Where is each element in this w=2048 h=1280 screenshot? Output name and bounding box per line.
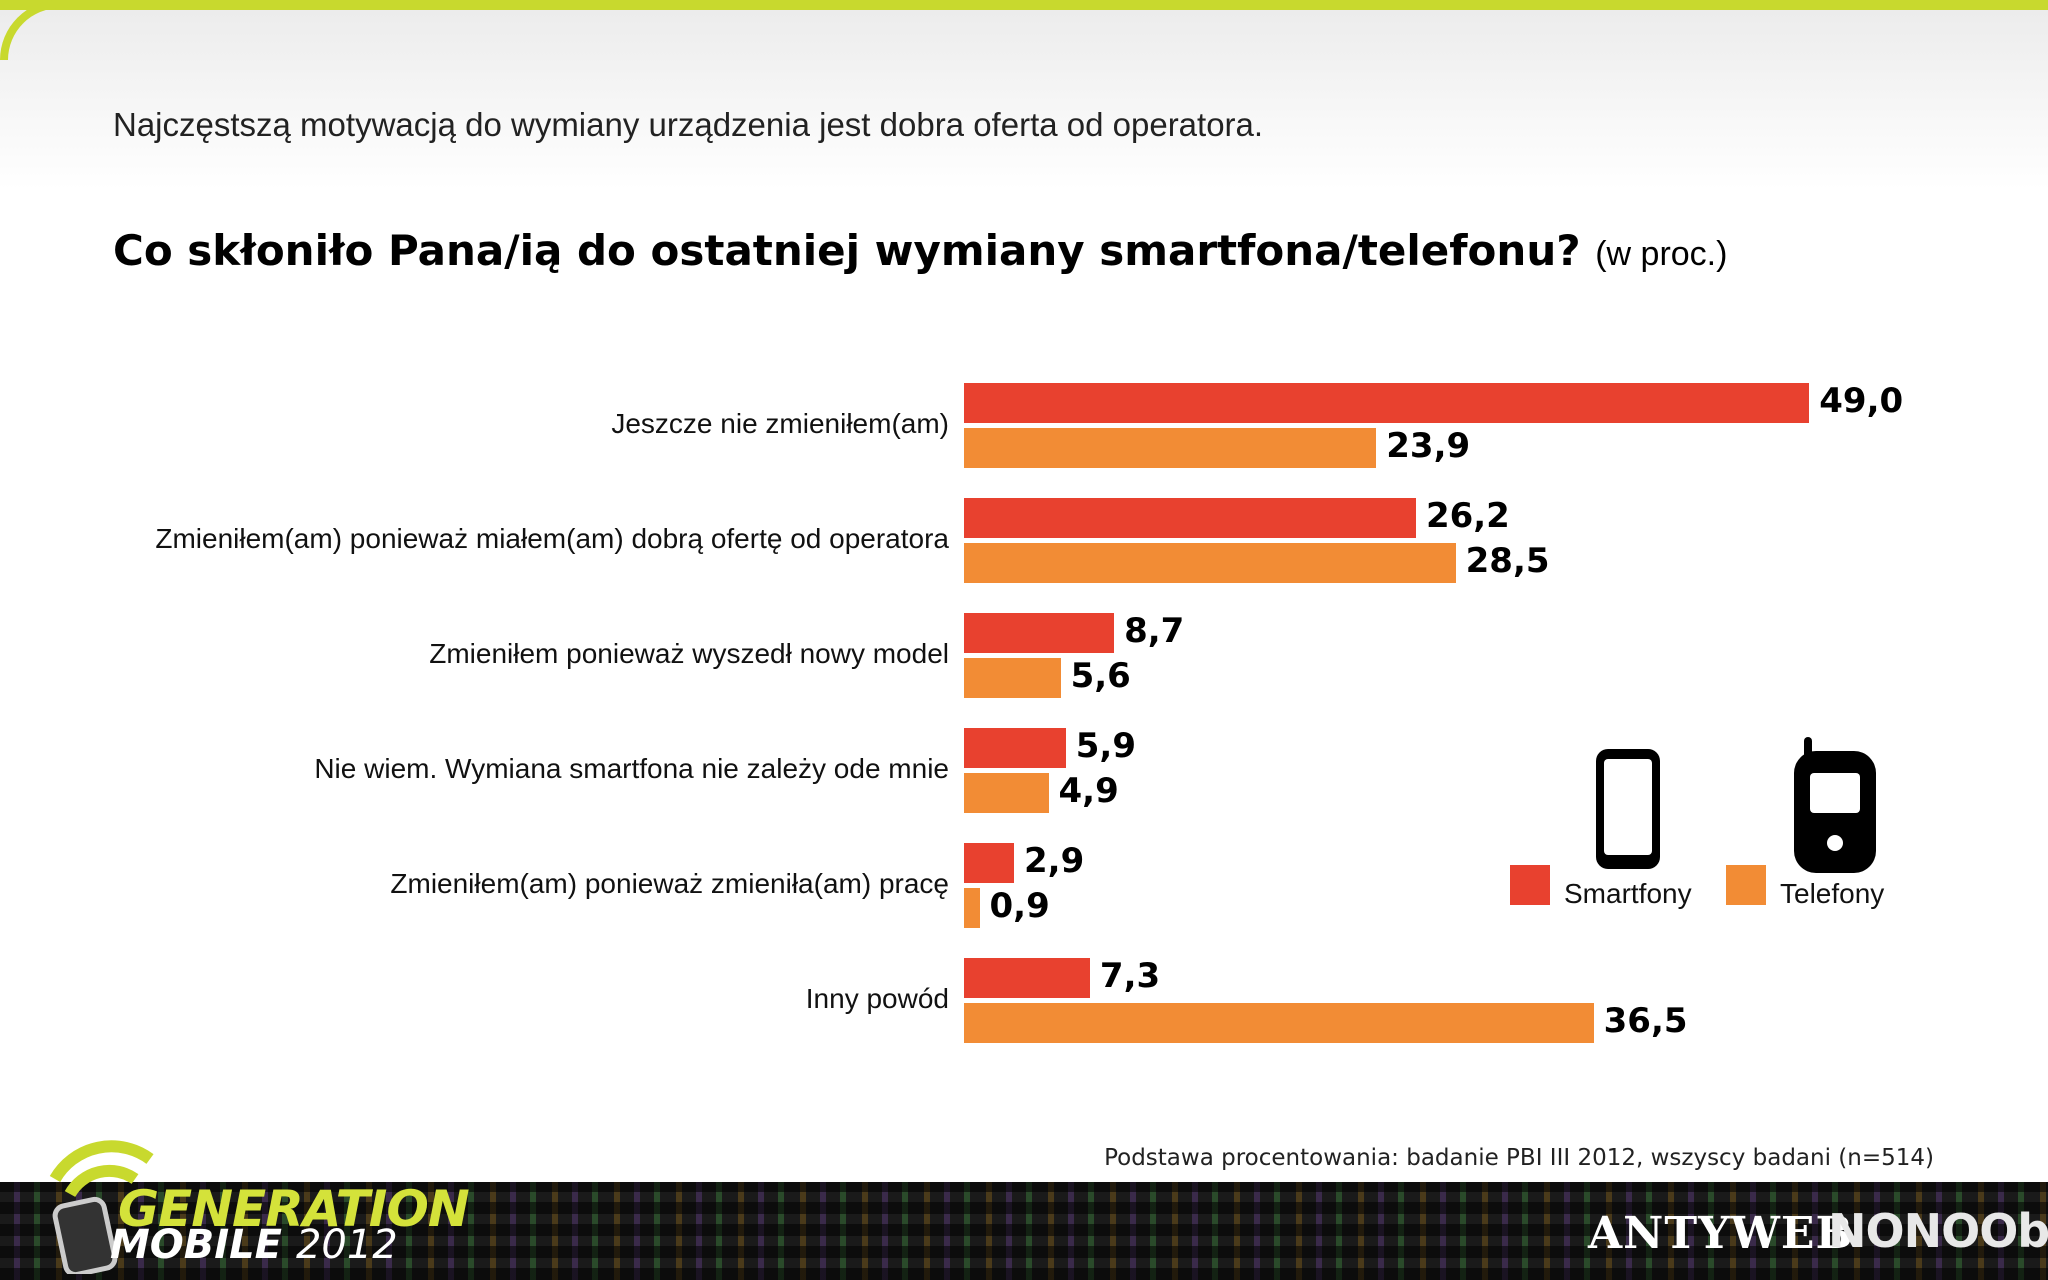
category-label: Inny powód	[805, 983, 949, 1014]
legend-swatch-telefony	[1726, 865, 1766, 905]
chart-question: Co skłoniło Pana/ią do ostatniej wymiany…	[113, 226, 1581, 275]
bar-smartfony	[964, 383, 1810, 423]
category-label: Zmieniłem(am) ponieważ miałem(am) dobrą …	[155, 523, 949, 554]
slide-subtitle: Najczęstszą motywacją do wymiany urządze…	[113, 106, 1264, 143]
brand-mobile: MOBILE 2012	[110, 1222, 398, 1268]
smartphone-icon	[1596, 749, 1660, 869]
top-accent-bar	[0, 0, 2048, 10]
bar-telefony	[964, 428, 1377, 468]
data-label: 4,9	[1058, 771, 1119, 811]
category-label: Nie wiem. Wymiana smartfona nie zależy o…	[314, 753, 949, 784]
data-label: 26,2	[1425, 496, 1510, 536]
bar-telefony	[964, 543, 1456, 583]
partner-nonoobs-logo: NONOObS	[1828, 1204, 2048, 1258]
brand-mobile-word: MOBILE	[110, 1222, 282, 1268]
bar-smartfony	[964, 843, 1015, 883]
partner-antyweb-logo: ANTYWEB	[1588, 1208, 1854, 1259]
feature-phone-icon	[1794, 737, 1876, 873]
data-label: 7,3	[1099, 956, 1161, 996]
bar-smartfony	[964, 728, 1066, 768]
legend-label-telefony: Telefony	[1780, 878, 1885, 909]
brand-generation: GENERATION	[118, 1180, 470, 1238]
generation-mobile-logo-icon	[49, 1140, 154, 1274]
category-label: Jeszcze nie zmieniłem(am)	[611, 408, 949, 439]
chart-unit: (w proc.)	[1595, 235, 1728, 273]
bar-smartfony	[964, 958, 1090, 998]
bar-smartfony	[964, 613, 1115, 653]
data-label: 0,9	[989, 886, 1050, 926]
source-note: Podstawa procentowania: badanie PBI III …	[1104, 1145, 1934, 1171]
bar-smartfony	[964, 498, 1416, 538]
chart-title: Co skłoniło Pana/ią do ostatniej wymiany…	[113, 226, 1727, 275]
data-label: 2,9	[1024, 841, 1085, 881]
bar-telefony	[964, 1003, 1594, 1043]
data-label: 49,0	[1819, 381, 1904, 421]
category-label: Zmieniłem ponieważ wyszedł nowy model	[429, 638, 949, 669]
brand-year: 2012	[295, 1222, 398, 1268]
data-label: 8,7	[1124, 611, 1185, 651]
legend-label-smartfony: Smartfony	[1564, 878, 1692, 909]
data-label: 5,6	[1070, 656, 1131, 696]
header-gradient	[0, 10, 2048, 190]
data-label: 5,9	[1075, 726, 1136, 766]
bar-telefony	[964, 773, 1049, 813]
data-label: 28,5	[1465, 541, 1550, 581]
bar-telefony	[964, 658, 1061, 698]
footer-pattern	[0, 1182, 2048, 1280]
data-label: 36,5	[1603, 1001, 1688, 1041]
bar-telefony	[964, 888, 980, 928]
legend-swatch-smartfony	[1510, 865, 1550, 905]
category-label: Zmieniłem(am) ponieważ zmieniła(am) prac…	[390, 868, 949, 899]
data-label: 23,9	[1386, 426, 1471, 466]
